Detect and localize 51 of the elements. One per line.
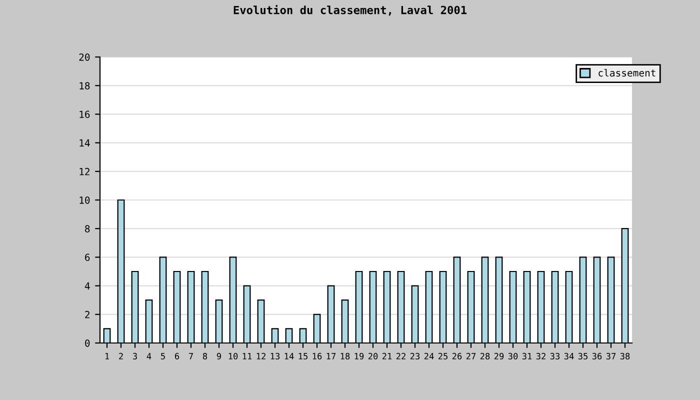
x-tick-label: 27 bbox=[466, 352, 476, 360]
x-tick-label: 26 bbox=[452, 352, 462, 360]
x-tick-label: 1 bbox=[105, 353, 110, 360]
y-tick-label: 20 bbox=[79, 54, 90, 61]
legend-label: classement bbox=[598, 68, 656, 77]
x-tick-label: 38 bbox=[620, 352, 630, 360]
x-tick-label: 2 bbox=[119, 352, 123, 360]
x-tick-label: 15 bbox=[298, 353, 308, 360]
x-tick-label: 3 bbox=[132, 352, 137, 360]
x-tick-label: 13 bbox=[270, 352, 280, 360]
x-tick-label: 32 bbox=[536, 352, 546, 360]
x-tick-label: 31 bbox=[522, 352, 532, 360]
x-tick-label: 23 bbox=[410, 352, 420, 360]
x-tick-label: 19 bbox=[354, 352, 364, 360]
y-tick-label: 12 bbox=[80, 168, 90, 176]
x-tick-label: 33 bbox=[550, 352, 560, 360]
x-tick-label: 28 bbox=[480, 352, 490, 360]
x-tick-label: 30 bbox=[508, 352, 518, 360]
x-tick-label: 24 bbox=[424, 352, 434, 360]
x-tick-label: 37 bbox=[606, 352, 616, 360]
chart-title: Evolution du classement, Laval 2001 bbox=[234, 5, 467, 16]
x-tick-label: 22 bbox=[396, 352, 406, 360]
y-tick-label: 4 bbox=[84, 282, 90, 290]
x-tick-label: 5 bbox=[161, 353, 165, 360]
x-tick-label: 7 bbox=[188, 353, 193, 360]
x-tick-label: 9 bbox=[216, 352, 222, 360]
y-tick-label: 14 bbox=[80, 139, 90, 147]
x-tick-label: 20 bbox=[368, 352, 378, 360]
x-tick-label: 18 bbox=[340, 352, 350, 360]
x-tick-label: 17 bbox=[326, 353, 336, 360]
x-tick-label: 11 bbox=[242, 353, 252, 360]
x-tick-label: 16 bbox=[312, 352, 322, 360]
x-tick-label: 14 bbox=[284, 353, 294, 360]
y-tick-label: 8 bbox=[85, 225, 90, 232]
x-tick-label: 29 bbox=[494, 352, 504, 360]
x-tick-label: 21 bbox=[382, 352, 392, 360]
y-tick-label: 16 bbox=[80, 110, 90, 118]
x-tick-label: 35 bbox=[578, 352, 588, 360]
y-tick-label: 6 bbox=[85, 254, 90, 262]
y-tick-label: 18 bbox=[80, 82, 90, 90]
x-tick-label: 4 bbox=[146, 353, 152, 360]
y-tick-label: 0 bbox=[85, 340, 90, 347]
x-tick-label: 12 bbox=[256, 352, 266, 360]
y-tick-label: 2 bbox=[85, 310, 90, 318]
y-tick-label: 10 bbox=[80, 196, 90, 204]
x-tick-label: 36 bbox=[592, 352, 602, 360]
x-tick-label: 8 bbox=[202, 352, 208, 360]
x-tick-label: 34 bbox=[564, 352, 574, 360]
x-tick-label: 10 bbox=[228, 352, 238, 360]
x-tick-label: 6 bbox=[174, 352, 180, 360]
x-tick-label: 25 bbox=[438, 352, 448, 360]
